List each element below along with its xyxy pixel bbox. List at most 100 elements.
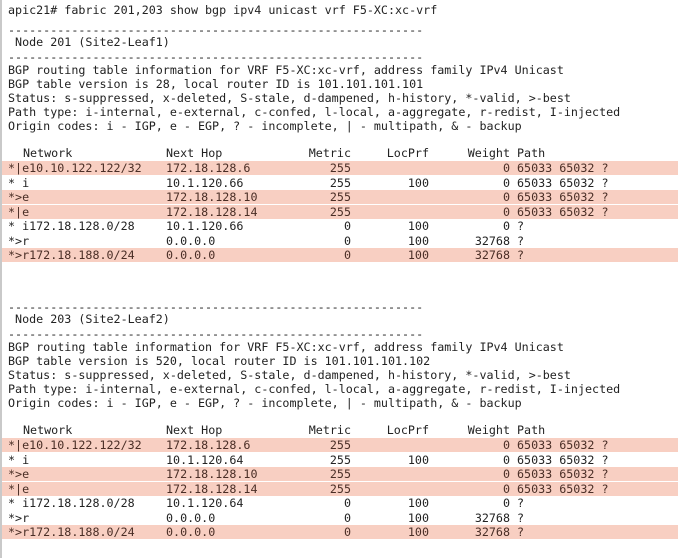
column-header-next_hop: Next Hop [166,146,223,160]
cell-weight: 0 [502,161,510,175]
table-row: *>e 172.18.128.10 255 0 65033 65032 ? [2,190,678,204]
cell-weight: 0 [502,175,510,190]
table-row: *>r172.18.188.0/24 0.0.0.0 0 100 32768? [2,525,678,539]
cell-weight: 0 [502,219,510,233]
column-header-next_hop: Next Hop [166,423,223,437]
cell-next_hop: 172.18.128.14 [166,204,258,219]
info-line: Status: s-suppressed, x-deleted, S-stale… [8,368,571,382]
cell-path: 65033 65032 ? [517,481,609,496]
cell-locprf: 100 [407,219,429,233]
table-row: *>r 0.0.0.0 0 100 32768? [2,511,678,525]
cell-network: *>r [8,233,30,248]
cell-metric: 0 [343,525,351,539]
cell-network: *|e [8,481,30,496]
cell-path: ? [517,248,525,262]
command-line: apic21# fabric 201,203 show bgp ipv4 uni… [8,3,438,17]
cell-path: 65033 65032 ? [517,175,609,190]
cell-network: *|e [8,204,30,219]
table-row: * i 10.1.120.64 255 100 0 65033 65032 ? [2,453,678,467]
info-line: BGP routing table information for VRF F5… [8,63,564,77]
cell-weight: 0 [502,452,510,467]
column-header-locprf: LocPrf [386,146,429,160]
cell-metric: 0 [343,233,351,248]
column-header-metric: Metric [308,423,351,437]
cell-next_hop: 172.18.128.6 [166,161,251,175]
cell-weight: 0 [502,481,510,496]
cell-next_hop: 0.0.0.0 [166,510,216,525]
info-line: Status: s-suppressed, x-deleted, S-stale… [8,91,571,105]
separator-line: ----------------------------------------… [8,50,424,64]
table-row: *>e 172.18.128.10 255 0 65033 65032 ? [2,467,678,481]
column-header-path: Path [517,423,546,437]
cell-path: 65033 65032 ? [517,190,609,204]
cell-next_hop: 10.1.120.66 [166,219,244,233]
cell-network: *|e10.10.122.122/32 [8,438,142,452]
info-line: Origin codes: i - IGP, e - EGP, ? - inco… [8,396,522,410]
cell-network: *>r172.18.188.0/24 [8,248,135,262]
cell-next_hop: 0.0.0.0 [166,248,216,262]
info-line: Origin codes: i - IGP, e - EGP, ? - inco… [8,119,522,133]
table-row: * i 10.1.120.66 255 100 0 65033 65032 ? [2,176,678,190]
cell-network: * i172.18.128.0/28 [8,219,135,233]
cell-weight: 32768 [474,525,510,539]
node-title: Node 201 (Site2-Leaf1) [8,35,170,49]
column-header-weight: Weight [467,423,510,437]
cell-network: *|e10.10.122.122/32 [8,161,142,175]
cell-next_hop: 10.1.120.66 [166,175,244,190]
cell-locprf: 100 [407,496,429,510]
info-line: Path type: i-internal, e-external, c-con… [8,382,621,396]
cell-path: ? [517,510,525,525]
info-line: BGP routing table information for VRF F5… [8,340,564,354]
column-header-path: Path [517,146,546,160]
cell-path: ? [517,496,525,510]
separator-line: ----------------------------------------… [8,300,424,314]
cell-locprf: 100 [407,452,429,467]
separator-line: ----------------------------------------… [8,23,424,37]
table-row: *|e 172.18.128.14 255 0 65033 65032 ? [2,481,678,496]
cell-weight: 32768 [474,233,510,248]
cell-path: 65033 65032 ? [517,204,609,219]
cell-metric: 0 [343,248,351,262]
cell-network: *>r172.18.188.0/24 [8,525,135,539]
cell-next_hop: 0.0.0.0 [166,233,216,248]
info-line: BGP table version is 28, local router ID… [8,77,424,91]
cell-weight: 0 [502,438,510,452]
column-header-locprf: LocPrf [386,423,429,437]
cell-network: * i172.18.128.0/28 [8,496,135,510]
cell-locprf: 100 [407,175,429,190]
cell-network: * i [8,175,30,190]
cell-path: ? [517,219,525,233]
table-row: * i172.18.128.0/28 10.1.120.66 0 100 0? [2,219,678,233]
cell-locprf: 100 [407,510,429,525]
cell-path: 65033 65032 ? [517,438,609,452]
cell-weight: 0 [502,467,510,481]
column-header-metric: Metric [308,146,351,160]
cell-network: *>e [8,467,30,481]
cell-next_hop: 10.1.120.64 [166,452,244,467]
separator-line: ----------------------------------------… [8,327,424,341]
cell-network: *>e [8,190,30,204]
cell-metric: 0 [343,510,351,525]
column-header-weight: Weight [467,146,510,160]
cell-path: 65033 65032 ? [517,452,609,467]
cell-path: ? [517,525,525,539]
column-header-network: Network [23,423,73,437]
node-title: Node 203 (Site2-Leaf2) [8,312,170,326]
cell-metric: 255 [329,175,351,190]
cell-metric: 0 [343,496,351,510]
cell-next_hop: 172.18.128.10 [166,190,258,204]
cell-next_hop: 172.18.128.14 [166,481,258,496]
cell-metric: 255 [329,190,351,204]
cell-weight: 0 [502,204,510,219]
cell-weight: 0 [502,190,510,204]
table-header: Network Next Hop Metric LocPrf Weight Path [2,423,678,437]
cell-path: 65033 65032 ? [517,467,609,481]
table-header: Network Next Hop Metric LocPrf Weight Path [2,146,678,160]
info-line: BGP table version is 520, local router I… [8,354,431,368]
cell-network: * i [8,452,30,467]
cell-weight: 32768 [474,248,510,262]
info-line: Path type: i-internal, e-external, c-con… [8,105,621,119]
cell-next_hop: 172.18.128.10 [166,467,258,481]
cell-next_hop: 172.18.128.6 [166,438,251,452]
